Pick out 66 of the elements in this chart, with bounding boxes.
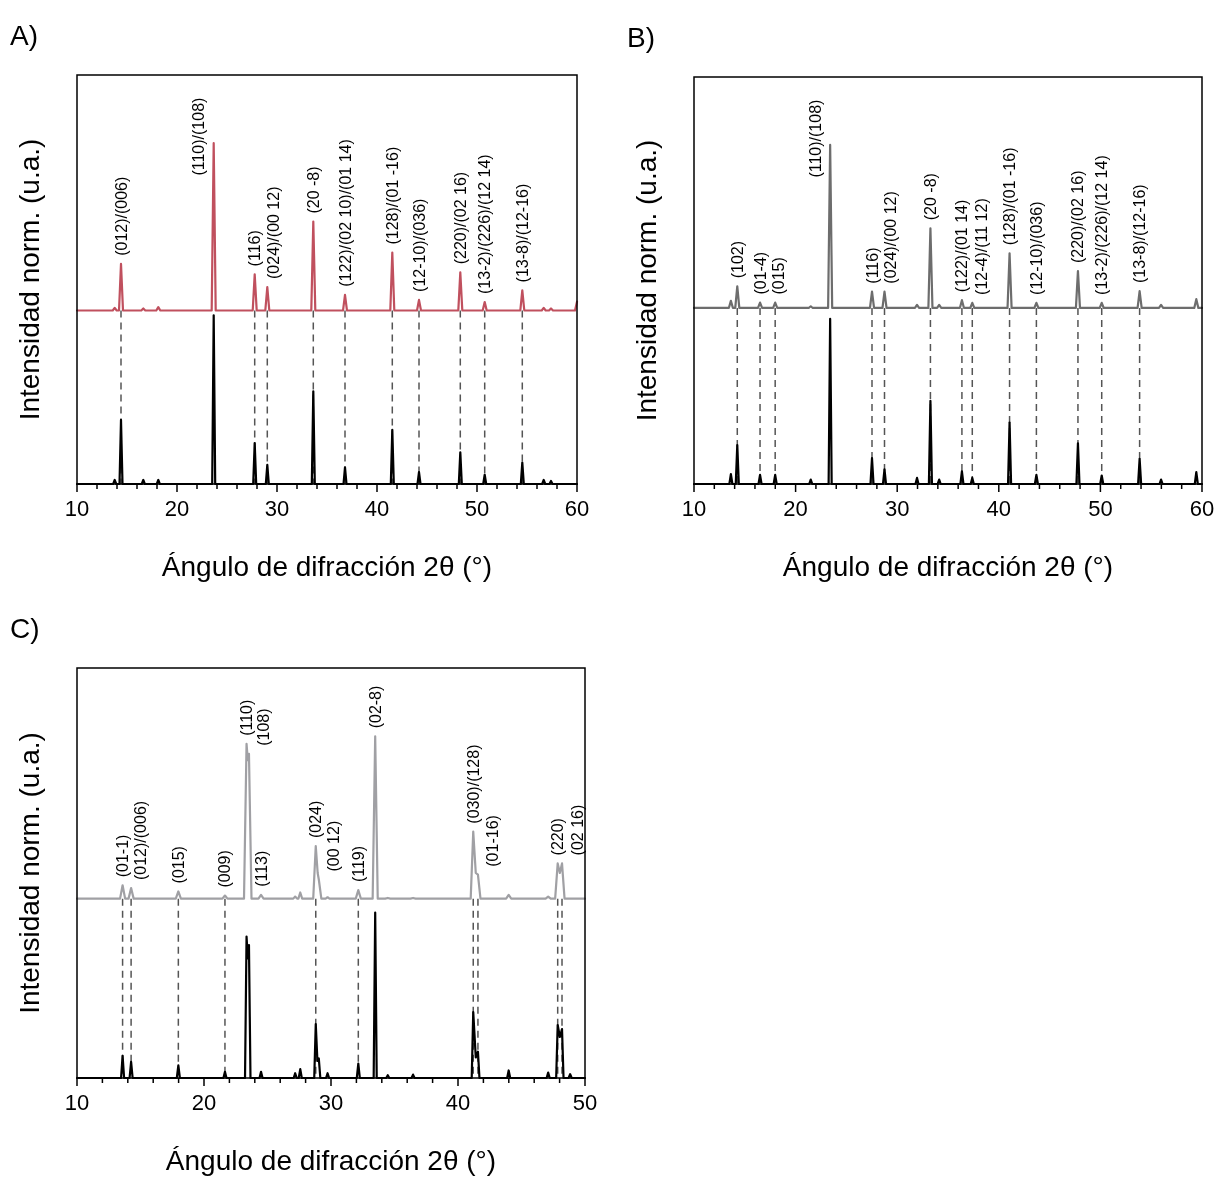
- annotation: (009): [216, 850, 234, 888]
- x-axis-title: Ángulo de difracción 2θ (°): [165, 1145, 497, 1176]
- annotation: (13-2)/(226)/(12 14): [1093, 155, 1111, 295]
- annotation: (128)/(01 -16): [383, 146, 401, 245]
- annotation: (108): [255, 708, 273, 746]
- annotation: (12-10)/(036): [410, 198, 428, 292]
- annotation: (030)/(128): [464, 744, 482, 824]
- x-tick-label: 40: [364, 496, 390, 521]
- x-tick-label: 30: [318, 1090, 344, 1115]
- x-axis-title: Ángulo de difracción 2θ (°): [782, 551, 1114, 582]
- x-tick-label: 50: [572, 1090, 598, 1115]
- annotation: (024): [307, 800, 325, 839]
- annotation: (119): [349, 845, 367, 883]
- annotation: (01-1): [114, 834, 132, 878]
- x-tick-label: 50: [464, 496, 490, 521]
- annotation: (116): [246, 230, 264, 267]
- chart-title: B): [627, 22, 655, 53]
- annotation: (13-8)/(12-16): [513, 183, 531, 283]
- x-tick-label: 20: [164, 496, 190, 521]
- x-axis-title: Ángulo de difracción 2θ (°): [161, 551, 493, 582]
- annotation: (00 12): [325, 820, 343, 872]
- annotation: (13-2)/(226)/(12 14): [476, 154, 494, 294]
- annotation: (20 -8): [921, 173, 939, 221]
- annotation: (01-16): [484, 815, 502, 867]
- x-tick-label: 50: [1088, 496, 1113, 521]
- annotation: (012)/(006): [131, 800, 149, 881]
- x-tick-label: 20: [191, 1090, 217, 1115]
- annotation: (220): [549, 818, 567, 856]
- annotation: (128)/(01 -16): [1001, 147, 1019, 246]
- annotation: (024)/(00 12): [882, 191, 899, 284]
- annotation: (110)/(108): [190, 97, 208, 176]
- x-tick-label: 30: [884, 496, 910, 521]
- annotation: (113): [252, 850, 270, 887]
- annotation: (02 16): [568, 804, 586, 856]
- annotation: (110)/(108): [806, 99, 824, 178]
- annotation: (012)/(006): [112, 176, 130, 256]
- annotation: (102): [728, 240, 746, 279]
- x-tick-label: 10: [64, 1090, 90, 1115]
- annotation: (220)/(02 16): [451, 171, 469, 265]
- annotation: (220)/(02 16): [1069, 170, 1087, 263]
- chart-title: C): [10, 613, 40, 644]
- annotation: (01-4): [751, 251, 769, 295]
- y-axis-title: Intensidad norm. (u.a.): [14, 732, 45, 1014]
- x-tick-label: 40: [445, 1090, 471, 1115]
- annotation: (122)/(02 10)/(01 14): [336, 139, 354, 287]
- annotation: (20 -8): [304, 166, 322, 214]
- x-tick-label: 20: [783, 496, 808, 521]
- annotation: (116): [863, 247, 881, 284]
- x-tick-label: 40: [986, 496, 1012, 521]
- x-tick-label: 60: [564, 496, 590, 521]
- x-tick-label: 60: [1189, 496, 1215, 521]
- annotation: (122)/(01 14): [953, 199, 971, 293]
- chart-title: A): [10, 20, 38, 51]
- y-axis-title: Intensidad norm. (u.a.): [14, 138, 45, 421]
- x-tick-label: 10: [681, 496, 707, 521]
- annotation: (015): [169, 846, 187, 884]
- annotation: (02-8): [366, 685, 384, 729]
- annotation: (13-8)/(12-16): [1131, 184, 1149, 284]
- annotation: (12-4)/(11 12): [972, 198, 990, 295]
- annotation: (12-10)/(036): [1027, 201, 1045, 295]
- x-tick-label: 30: [264, 496, 290, 521]
- x-tick-label: 10: [64, 496, 90, 521]
- annotation: (024)/(00 12): [264, 186, 282, 279]
- annotation: (110): [238, 699, 256, 736]
- y-axis-title: Intensidad norm. (u.a.): [631, 139, 662, 422]
- annotation: (015): [769, 257, 787, 295]
